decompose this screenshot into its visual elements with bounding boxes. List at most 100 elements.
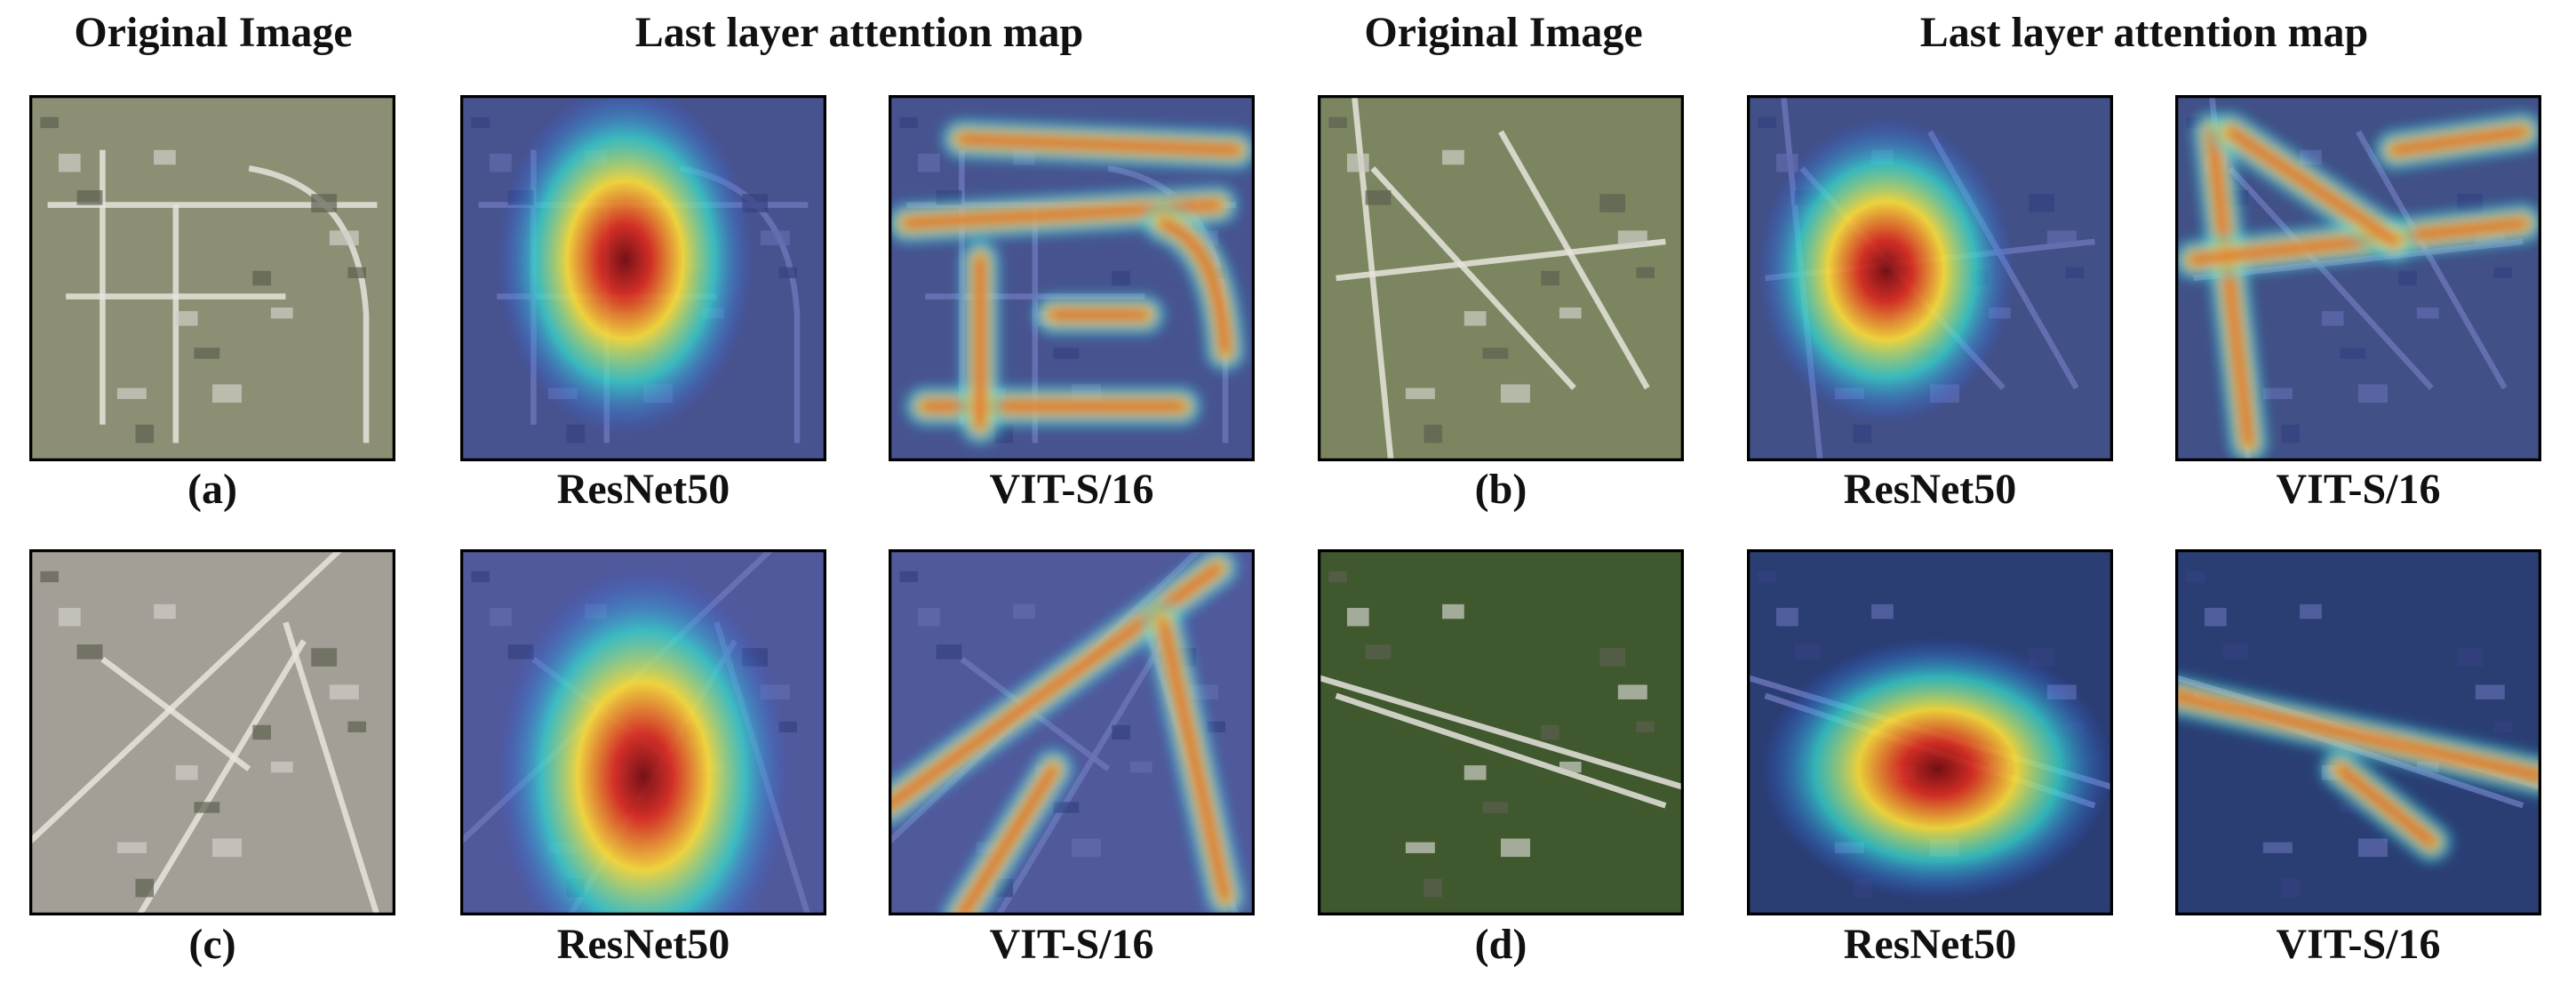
attention-heat — [497, 567, 790, 915]
building — [1405, 388, 1435, 399]
building — [1617, 230, 1647, 245]
building — [1442, 149, 1464, 165]
building — [1541, 270, 1559, 286]
panel-label: VIT-S/16 — [990, 921, 1154, 968]
building — [270, 761, 293, 773]
road — [1335, 692, 1667, 809]
header: Original Image — [74, 9, 352, 56]
building — [1501, 838, 1530, 858]
road — [283, 621, 380, 915]
panel-border — [29, 549, 395, 915]
building — [76, 190, 103, 205]
attention-heat — [496, 95, 754, 436]
building — [1617, 684, 1647, 699]
building — [1405, 842, 1435, 853]
building — [116, 842, 147, 853]
building — [212, 384, 242, 404]
image-panel — [1318, 95, 1684, 461]
panel-label: VIT-S/16 — [2277, 466, 2441, 513]
building — [1541, 724, 1559, 740]
panel-border — [889, 95, 1255, 461]
heat-red — [2225, 126, 2400, 247]
building — [76, 644, 103, 659]
panel-border — [2175, 549, 2541, 915]
image-background — [29, 95, 395, 461]
building — [1482, 348, 1509, 359]
building — [1636, 721, 1655, 732]
building — [1482, 802, 1509, 813]
road — [1336, 238, 1666, 282]
building — [1559, 307, 1582, 319]
building — [1346, 607, 1369, 627]
building — [347, 267, 367, 278]
panel-border — [1747, 95, 2113, 461]
building — [154, 603, 176, 619]
building — [311, 194, 338, 212]
heat-red — [2188, 218, 2529, 266]
panel-border — [2175, 95, 2541, 461]
building — [40, 116, 59, 129]
building — [1559, 761, 1582, 773]
panel-border — [1747, 549, 2113, 915]
building — [329, 230, 359, 245]
panel-label: (a) — [187, 466, 237, 513]
panel-label: (d) — [1475, 921, 1527, 968]
building — [40, 571, 59, 583]
heat-red — [2389, 126, 2529, 156]
panel-label: ResNet50 — [1844, 921, 2017, 968]
header: Last layer attention map — [635, 9, 1083, 56]
building — [1501, 384, 1530, 404]
heat-red — [1158, 218, 1231, 357]
attention-heat — [2175, 675, 2541, 863]
image-panel — [889, 95, 1255, 461]
building — [1328, 116, 1347, 129]
panel-border — [460, 549, 826, 915]
building — [1463, 311, 1487, 326]
panel-label: VIT-S/16 — [2277, 921, 2441, 968]
panel-label: (b) — [1475, 466, 1527, 513]
attention-heat — [889, 549, 1246, 915]
panel-border — [1318, 549, 1684, 915]
heat-red — [2206, 126, 2254, 449]
heat-red — [956, 763, 1059, 915]
heat-red — [1158, 617, 1231, 903]
building — [175, 765, 198, 780]
building — [58, 607, 81, 627]
image-panel — [2175, 549, 2541, 915]
attention-heat — [1761, 636, 2113, 901]
heat-red — [956, 133, 1242, 156]
building — [270, 307, 293, 319]
image-panel — [889, 549, 1255, 915]
road — [29, 549, 343, 845]
image-panel — [1747, 95, 2113, 461]
building — [347, 721, 367, 732]
building — [252, 724, 271, 740]
building — [1636, 267, 1655, 278]
panel-label: ResNet50 — [1844, 466, 2017, 513]
building — [1365, 190, 1392, 205]
road — [248, 165, 370, 444]
panel-label: ResNet50 — [557, 466, 730, 513]
building — [154, 149, 176, 165]
building — [1599, 194, 1626, 212]
road — [100, 656, 251, 771]
panel-border — [460, 95, 826, 461]
image-panel — [29, 549, 395, 915]
panel-label: (c) — [188, 921, 235, 968]
building — [116, 388, 147, 399]
building — [58, 153, 81, 172]
panel-label: ResNet50 — [557, 921, 730, 968]
building — [1328, 571, 1347, 583]
heat-red — [2334, 763, 2437, 848]
building — [252, 270, 271, 286]
building — [194, 348, 220, 359]
road — [1318, 675, 1684, 790]
building — [311, 648, 338, 667]
image-background — [29, 549, 395, 915]
attention-heat — [1757, 116, 2015, 425]
attention-heat — [889, 118, 1255, 445]
road — [1370, 166, 1576, 390]
image-panel — [1747, 549, 2113, 915]
panel-label: VIT-S/16 — [990, 466, 1154, 513]
